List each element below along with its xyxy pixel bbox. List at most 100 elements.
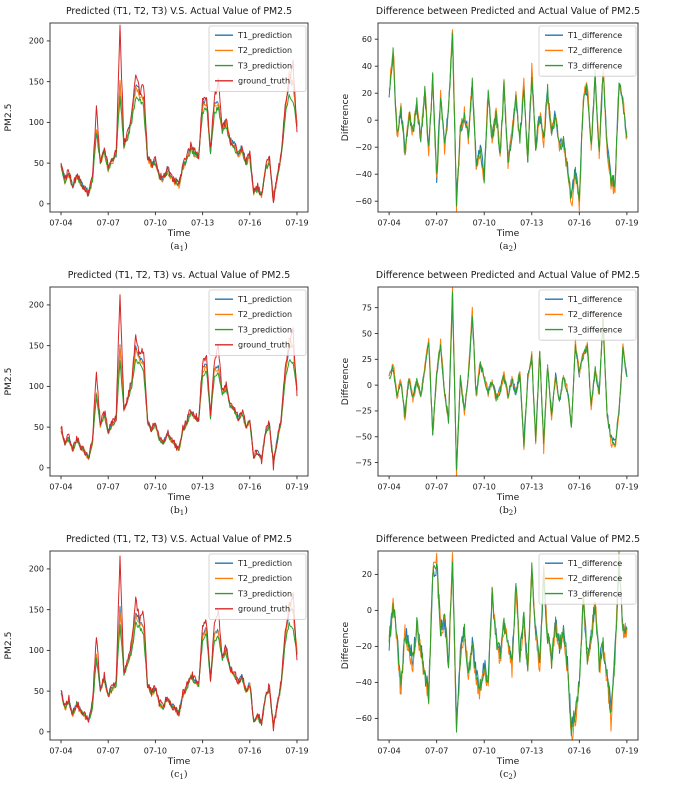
subplot-cell-a1: Predicted (T1, T2, T3) V.S. Actual Value…: [0, 0, 340, 264]
c2-legend-label-T3_difference: T3_difference: [567, 589, 622, 598]
b1-ylabel: PM2.5: [3, 367, 14, 395]
a1-xtick-label: 07-16: [238, 219, 261, 228]
b2-xtick-label: 07-16: [568, 483, 591, 492]
a1-ytick-label: 100: [29, 118, 44, 127]
c2-xtick-label: 07-13: [520, 747, 543, 756]
c1-xtick-label: 07-07: [97, 747, 120, 756]
b2-xtick-label: 07-10: [473, 483, 496, 492]
b2-ytick-label: −25: [355, 407, 372, 416]
a2-ytick-label: 40: [362, 62, 372, 71]
c2-legend-label-T2_difference: T2_difference: [567, 574, 622, 583]
a1-xtick-label: 07-07: [97, 219, 120, 228]
subplot-cell-a2: Difference between Predicted and Actual …: [340, 0, 680, 264]
c2-legend-label-T1_difference: T1_difference: [567, 559, 622, 568]
a2-legend-label-T3_difference: T3_difference: [567, 61, 622, 70]
a2-ytick-label: 60: [362, 35, 372, 44]
a2-xlabel: Time: [496, 228, 520, 239]
a1-ytick-label: 150: [29, 77, 44, 86]
c1-xtick-label: 07-10: [144, 747, 167, 756]
a1-caption: (a1): [170, 241, 188, 253]
c1-plot-area: [60, 555, 298, 732]
b1-xtick-label: 07-13: [191, 483, 214, 492]
a2-ytick-label: 0: [367, 116, 372, 125]
c2-ytick-label: −60: [355, 714, 372, 723]
a2-xtick-label: 07-04: [377, 219, 400, 228]
c2-xtick-label: 07-04: [377, 747, 400, 756]
c2-ytick-label: 20: [362, 570, 372, 579]
subplot-cell-b1: Predicted (T1, T2, T3) vs. Actual Value …: [0, 264, 340, 528]
b1-xtick-label: 07-07: [97, 483, 120, 492]
c2-title: Difference between Predicted and Actual …: [376, 534, 640, 545]
c2-ytick-label: 0: [367, 606, 372, 615]
subplot-b2-difference-chart: Difference between Predicted and Actual …: [340, 270, 640, 517]
c1-ytick-label: 150: [29, 605, 44, 614]
a1-legend-label-T2_prediction: T2_prediction: [237, 46, 292, 55]
a1-ytick-label: 0: [39, 200, 44, 209]
c1-ytick-label: 200: [29, 565, 44, 574]
b1-xtick-label: 07-16: [238, 483, 261, 492]
c1-xtick-label: 07-13: [191, 747, 214, 756]
b1-legend-label-T2_prediction: T2_prediction: [237, 310, 292, 319]
b1-legend-label-T1_prediction: T1_prediction: [237, 295, 292, 304]
a1-title: Predicted (T1, T2, T3) V.S. Actual Value…: [66, 6, 292, 17]
a1-legend-label-T1_prediction: T1_prediction: [237, 31, 292, 40]
a1-plot-area: [60, 24, 298, 204]
a2-xtick-label: 07-16: [568, 219, 591, 228]
a2-ytick-label: −20: [355, 143, 372, 152]
b1-legend-label-T3_prediction: T3_prediction: [237, 325, 292, 334]
b2-legend-label-T1_difference: T1_difference: [567, 295, 622, 304]
b2-xtick-label: 07-19: [615, 483, 638, 492]
b1-series-ground_truth-line: [60, 294, 298, 471]
a2-xtick-label: 07-19: [615, 219, 638, 228]
c1-xtick-label: 07-04: [49, 747, 72, 756]
b1-legend-label-ground_truth: ground_truth: [238, 341, 290, 350]
b1-xlabel: Time: [167, 492, 191, 503]
a1-ytick-label: 50: [34, 159, 44, 168]
a2-series-T2_difference-line: [388, 29, 628, 212]
subplot-cell-c2: Difference between Predicted and Actual …: [340, 528, 680, 793]
b1-ytick-label: 100: [29, 382, 44, 391]
b2-legend-label-T2_difference: T2_difference: [567, 310, 622, 319]
a2-caption: (a2): [499, 241, 517, 253]
c1-ylabel: PM2.5: [3, 631, 14, 659]
a2-legend-box: [538, 25, 637, 77]
b1-ytick-label: 0: [39, 464, 44, 473]
a1-axes-frame: [49, 22, 309, 213]
b2-legend-box: [538, 289, 637, 341]
a2-xtick-label: 07-13: [520, 219, 543, 228]
a2-legend-label-T1_difference: T1_difference: [567, 31, 622, 40]
a1-legend-label-T3_prediction: T3_prediction: [237, 61, 292, 70]
subplot-cell-b2: Difference between Predicted and Actual …: [340, 264, 680, 528]
c2-series-T3_difference-line: [388, 552, 628, 736]
b1-xtick-label: 07-19: [285, 483, 308, 492]
a2-plot-area: [388, 29, 628, 212]
a2-ytick-label: −40: [355, 170, 372, 179]
b2-title: Difference between Predicted and Actual …: [376, 270, 640, 281]
b1-series-T1_prediction-line: [60, 344, 298, 462]
c1-xlabel: Time: [167, 756, 191, 767]
c1-ytick-label: 0: [39, 728, 44, 737]
subplot-cell-c1: Predicted (T1, T2, T3) V.S. Actual Value…: [0, 528, 340, 793]
c2-caption: (c2): [499, 769, 516, 781]
b2-ytick-label: −75: [355, 458, 372, 467]
b1-xtick-label: 07-10: [144, 483, 167, 492]
a1-xtick-label: 07-19: [285, 219, 308, 228]
a2-xtick-label: 07-07: [425, 219, 448, 228]
a1-ytick-label: 200: [29, 37, 44, 46]
c1-title: Predicted (T1, T2, T3) V.S. Actual Value…: [66, 534, 292, 545]
a1-series-ground_truth-line: [60, 24, 298, 204]
b2-series-T2_difference-line: [388, 287, 628, 476]
c1-axes-frame: [49, 550, 309, 741]
b2-xlabel: Time: [496, 492, 520, 503]
c1-legend-label-T3_prediction: T3_prediction: [237, 589, 292, 598]
b2-ytick-label: −50: [355, 433, 372, 442]
subplot-c1-predictions-vs-actual-chart: Predicted (T1, T2, T3) V.S. Actual Value…: [3, 534, 309, 781]
c1-ytick-label: 50: [34, 687, 44, 696]
b2-ylabel: Difference: [340, 357, 351, 405]
b2-ytick-label: 50: [362, 329, 372, 338]
b2-ytick-label: 75: [362, 303, 372, 312]
b2-xtick-label: 07-04: [377, 483, 400, 492]
b1-title: Predicted (T1, T2, T3) vs. Actual Value …: [68, 270, 290, 281]
c2-ylabel: Difference: [340, 621, 351, 669]
